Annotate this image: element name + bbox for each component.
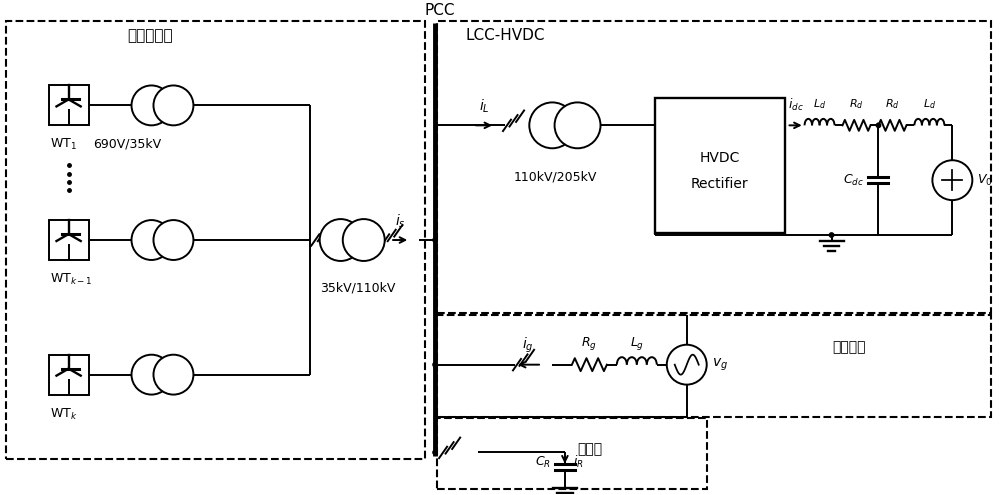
- Text: Rectifier: Rectifier: [691, 177, 749, 191]
- Circle shape: [829, 233, 834, 237]
- Circle shape: [132, 355, 171, 395]
- Bar: [49, 355, 89, 395]
- Text: 直驱风电场: 直驱风电场: [128, 28, 173, 43]
- Text: $i_{dc}$: $i_{dc}$: [788, 98, 803, 113]
- Circle shape: [555, 102, 601, 148]
- Circle shape: [876, 123, 881, 128]
- Text: WT$_{k-1}$: WT$_{k-1}$: [50, 272, 92, 287]
- Text: $C_R$: $C_R$: [535, 455, 551, 470]
- Circle shape: [153, 86, 193, 125]
- Text: HVDC: HVDC: [700, 151, 740, 165]
- Circle shape: [132, 220, 171, 260]
- Circle shape: [320, 219, 362, 261]
- Text: $v_g$: $v_g$: [712, 356, 728, 373]
- Text: $R_g$: $R_g$: [581, 335, 597, 352]
- Text: $R_d$: $R_d$: [885, 98, 900, 111]
- Text: $i_L$: $i_L$: [479, 98, 489, 115]
- Text: $R_d$: $R_d$: [849, 98, 864, 111]
- Text: $i_R$: $i_R$: [573, 454, 584, 470]
- Circle shape: [433, 450, 437, 454]
- Text: $i_s$: $i_s$: [395, 213, 406, 230]
- Text: $V_0$: $V_0$: [977, 173, 993, 188]
- Circle shape: [667, 345, 707, 385]
- Text: WT$_1$: WT$_1$: [50, 137, 76, 152]
- Circle shape: [153, 220, 193, 260]
- Text: PCC: PCC: [425, 3, 455, 18]
- Circle shape: [153, 355, 193, 395]
- Text: 交流电网: 交流电网: [833, 340, 866, 354]
- Text: $C_{dc}$: $C_{dc}$: [843, 173, 863, 188]
- Circle shape: [343, 219, 385, 261]
- Bar: [49, 86, 89, 125]
- Text: WT$_k$: WT$_k$: [50, 406, 77, 422]
- Circle shape: [932, 160, 972, 200]
- Text: 690V/35kV: 690V/35kV: [94, 137, 162, 150]
- Circle shape: [433, 362, 437, 367]
- Circle shape: [529, 102, 575, 148]
- Bar: [655, 99, 785, 233]
- Circle shape: [433, 238, 437, 242]
- Text: 滤波器: 滤波器: [577, 443, 602, 456]
- Text: 110kV/205kV: 110kV/205kV: [513, 170, 597, 183]
- Text: $L_g$: $L_g$: [630, 335, 644, 352]
- Circle shape: [132, 86, 171, 125]
- Bar: [49, 220, 89, 260]
- Text: LCC-HVDC: LCC-HVDC: [465, 28, 545, 43]
- Text: $L_d$: $L_d$: [923, 98, 936, 111]
- Text: $i_g$: $i_g$: [522, 336, 534, 355]
- Text: $L_d$: $L_d$: [813, 98, 826, 111]
- Text: 35kV/110kV: 35kV/110kV: [320, 282, 396, 295]
